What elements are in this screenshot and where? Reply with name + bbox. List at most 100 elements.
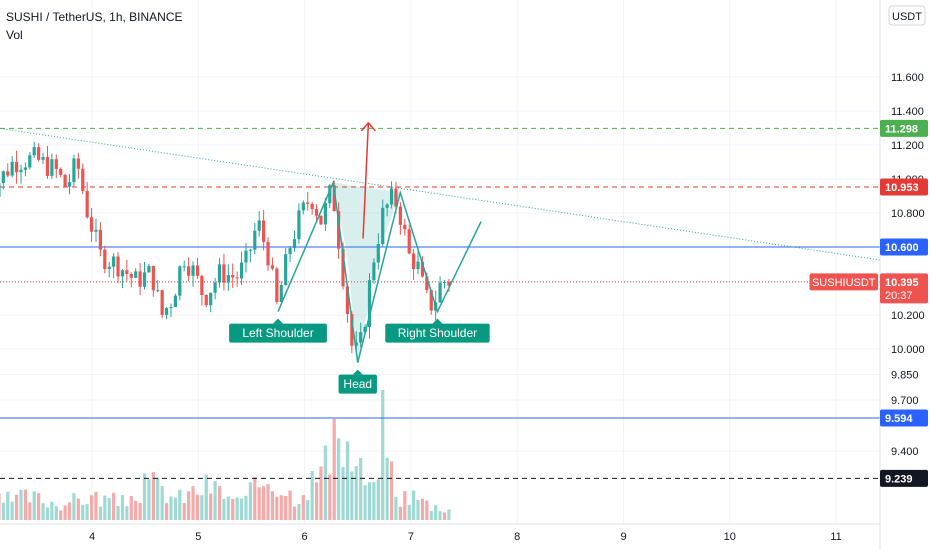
volume-bar bbox=[319, 466, 323, 520]
candle-body bbox=[416, 261, 420, 270]
candle-body bbox=[226, 275, 230, 283]
volume-legend: Vol bbox=[6, 28, 23, 42]
candle bbox=[301, 200, 305, 215]
arrow-head-icon[interactable] bbox=[360, 121, 376, 132]
price-badge-value: 11.298 bbox=[885, 123, 918, 135]
price-tick-label: 9.850 bbox=[891, 370, 919, 382]
target-arrow[interactable] bbox=[362, 122, 370, 239]
label-text: Right Shoulder bbox=[398, 326, 477, 340]
price-badge-value: 9.594 bbox=[885, 413, 913, 425]
candle bbox=[310, 201, 314, 215]
candle-body bbox=[1, 171, 5, 184]
candle-body bbox=[301, 202, 305, 211]
candle bbox=[284, 248, 288, 286]
head-and-shoulders-pattern[interactable] bbox=[277, 179, 482, 363]
volume-bar bbox=[367, 482, 372, 520]
volume-bar bbox=[0, 493, 1, 520]
volume-bar bbox=[182, 503, 186, 520]
volume-bar bbox=[129, 496, 133, 520]
candle-body bbox=[182, 266, 186, 268]
candle-body bbox=[112, 256, 116, 267]
candle-body bbox=[76, 158, 80, 169]
candle-body bbox=[262, 220, 266, 242]
volume-bar bbox=[85, 504, 89, 520]
volume-bar bbox=[187, 491, 191, 520]
volume-bar bbox=[160, 486, 164, 520]
volume-bar bbox=[306, 499, 310, 520]
candle bbox=[372, 258, 376, 284]
candle bbox=[10, 156, 14, 178]
candle bbox=[442, 280, 447, 289]
candle bbox=[1, 170, 5, 190]
candle bbox=[76, 153, 80, 179]
candle-body bbox=[173, 295, 177, 308]
volume-bar bbox=[253, 477, 257, 520]
currency-badge[interactable]: USDT bbox=[888, 5, 926, 26]
volume-bar bbox=[138, 502, 142, 520]
candle bbox=[288, 245, 292, 262]
label-pointer bbox=[352, 369, 363, 375]
candle bbox=[244, 243, 248, 273]
candle bbox=[209, 292, 213, 313]
volume-bar bbox=[394, 496, 398, 520]
candle-body bbox=[407, 229, 411, 254]
volume-bar bbox=[173, 497, 177, 520]
candle-body bbox=[169, 307, 173, 309]
label-box bbox=[338, 374, 377, 394]
label-text: Head bbox=[343, 377, 372, 391]
candle-body bbox=[328, 185, 332, 204]
candle bbox=[279, 281, 283, 303]
candle-body bbox=[14, 161, 19, 173]
candle-body bbox=[288, 248, 292, 255]
candle-body bbox=[81, 168, 85, 191]
volume-bar bbox=[407, 504, 411, 520]
candle bbox=[164, 307, 169, 320]
candle-body bbox=[306, 202, 310, 204]
candle-body bbox=[191, 265, 195, 276]
candle-body bbox=[403, 224, 407, 230]
candle bbox=[98, 222, 102, 257]
head-area-fill[interactable] bbox=[333, 182, 401, 363]
currency-badge-box[interactable] bbox=[888, 5, 926, 26]
candle-body bbox=[89, 217, 94, 232]
candle bbox=[59, 167, 63, 178]
volume-bar bbox=[398, 506, 402, 520]
volume-bar bbox=[195, 494, 200, 520]
candle bbox=[248, 248, 252, 263]
label-text: Left Shoulder bbox=[242, 326, 313, 340]
candle-body bbox=[275, 268, 279, 303]
pattern-drawings[interactable] bbox=[0, 121, 885, 363]
descending-trendline[interactable] bbox=[0, 126, 885, 262]
candle bbox=[226, 264, 230, 291]
symbol-badge-text: SUSHIUSDT bbox=[812, 277, 876, 289]
volume-bar bbox=[213, 481, 217, 520]
candle-body bbox=[412, 253, 416, 270]
candle-body bbox=[323, 203, 327, 225]
volume-bar bbox=[354, 466, 358, 520]
label-box bbox=[385, 323, 490, 343]
candle bbox=[41, 152, 45, 164]
volume-bar bbox=[359, 458, 363, 520]
candle-body bbox=[367, 280, 372, 328]
candle-body bbox=[160, 290, 164, 315]
candle bbox=[266, 237, 270, 271]
volume-bar bbox=[310, 471, 314, 520]
price-tick-label: 11.200 bbox=[891, 140, 924, 152]
horizontal-lines bbox=[0, 127, 880, 479]
volume-bar bbox=[438, 511, 442, 520]
candle bbox=[235, 271, 239, 287]
candle-body bbox=[394, 188, 398, 207]
time-tick-label: 9 bbox=[620, 531, 626, 543]
candle-body bbox=[217, 264, 222, 283]
candle bbox=[213, 278, 217, 300]
price-badge-box bbox=[880, 238, 928, 256]
volume-bar bbox=[288, 490, 292, 520]
candle bbox=[403, 218, 407, 236]
candle-body bbox=[107, 266, 111, 270]
price-tick-label: 9.400 bbox=[891, 446, 919, 458]
volume-bar bbox=[270, 491, 275, 520]
volume-bar bbox=[23, 489, 28, 520]
